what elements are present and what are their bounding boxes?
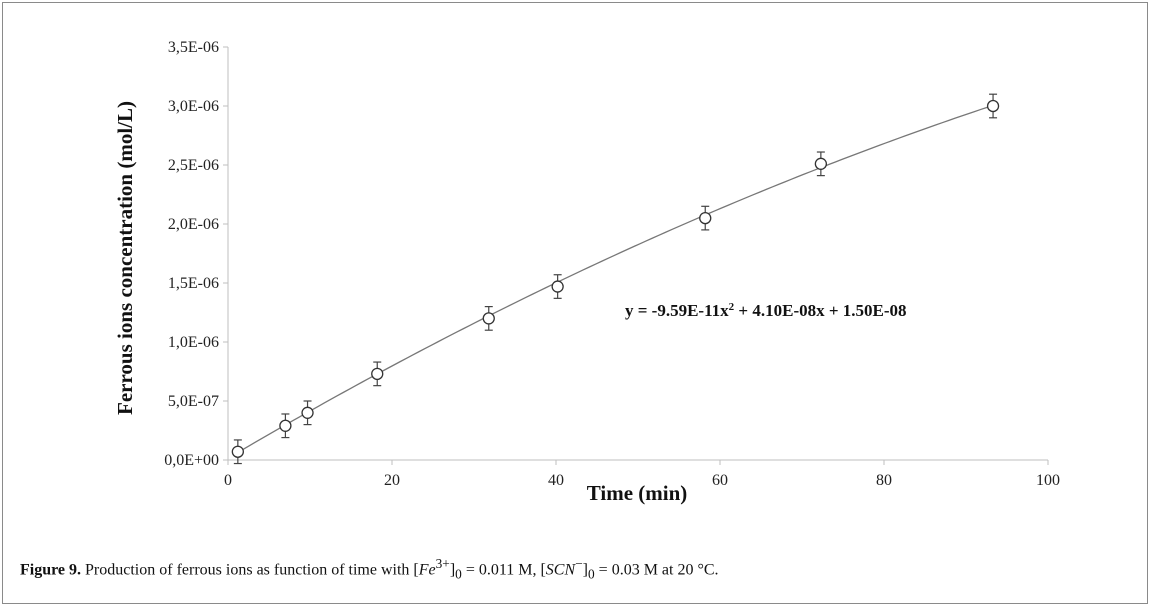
- y-tick-label: 3,5E-06: [168, 39, 219, 56]
- trendline-equation: y = -9.59E-11x2 + 4.10E-08x + 1.50E-08: [625, 301, 907, 320]
- y-tick-label: 1,5E-06: [168, 275, 219, 292]
- equation-exponent: 2: [729, 301, 735, 313]
- y-tick-label: 1,0E-06: [168, 334, 219, 351]
- data-point: [371, 367, 384, 381]
- caption-scn-charge: −: [575, 556, 583, 571]
- data-point: [482, 312, 495, 325]
- data-point: [279, 419, 292, 432]
- y-tick-label: 5,0E-07: [168, 393, 219, 410]
- data-points-group: [231, 93, 1000, 465]
- caption-label: Figure 9.: [20, 561, 82, 579]
- caption-fe-species: Fe: [418, 561, 436, 579]
- caption-text: Production of ferrous ions as function o…: [81, 561, 419, 579]
- data-point: [301, 406, 314, 419]
- y-tick-label: 0,0E+00: [164, 452, 219, 469]
- caption-fe-charge: 3+: [435, 556, 450, 571]
- data-point: [814, 157, 828, 170]
- equation-suffix: + 4.10E-08x + 1.50E-08: [734, 301, 906, 320]
- x-tick-label: 40: [548, 472, 564, 489]
- y-tick-label: 3,0E-06: [168, 98, 219, 115]
- x-tick-label: 100: [1036, 472, 1060, 489]
- x-tick-label: 20: [384, 472, 400, 489]
- equation-prefix: y = -9.59E-11x: [625, 301, 729, 320]
- trendline-group: [235, 104, 994, 454]
- chart: 0,0E+00 5,0E-07 1,0E-06 1,5E-06 2,0E-06 2,5E-…: [113, 39, 1060, 505]
- y-tick-label: 2,5E-06: [168, 157, 219, 174]
- axes: 0,0E+00 5,0E-07 1,0E-06 1,5E-06 2,0E-06 2,5E-…: [164, 39, 1060, 489]
- caption-scn-sub: 0: [588, 566, 595, 582]
- y-axis-title: Ferrous ions concentration (mol/L): [113, 101, 137, 415]
- data-point: [231, 445, 244, 458]
- trendline: [235, 104, 994, 454]
- data-point: [551, 280, 564, 293]
- y-tick-label: 2,0E-06: [168, 216, 219, 233]
- x-axis-title: Time (min): [587, 481, 688, 505]
- x-tick-label: 0: [224, 472, 232, 489]
- x-tick-label: 60: [712, 472, 728, 489]
- caption-bracket-2: ]: [582, 561, 588, 579]
- x-tick-label: 80: [876, 472, 892, 489]
- caption-scn-species: SCN: [545, 561, 576, 579]
- data-point: [986, 99, 1000, 113]
- data-point: [699, 211, 712, 225]
- caption-scn-value: = 0.03 M at 20 °C.: [594, 561, 719, 579]
- figure-caption: Figure 9. Production of ferrous ions as …: [20, 556, 1140, 583]
- caption-fe-sub: 0: [455, 566, 462, 582]
- caption-bracket-1: ]: [449, 561, 456, 579]
- caption-fe-value: = 0.011 M, [: [461, 561, 546, 579]
